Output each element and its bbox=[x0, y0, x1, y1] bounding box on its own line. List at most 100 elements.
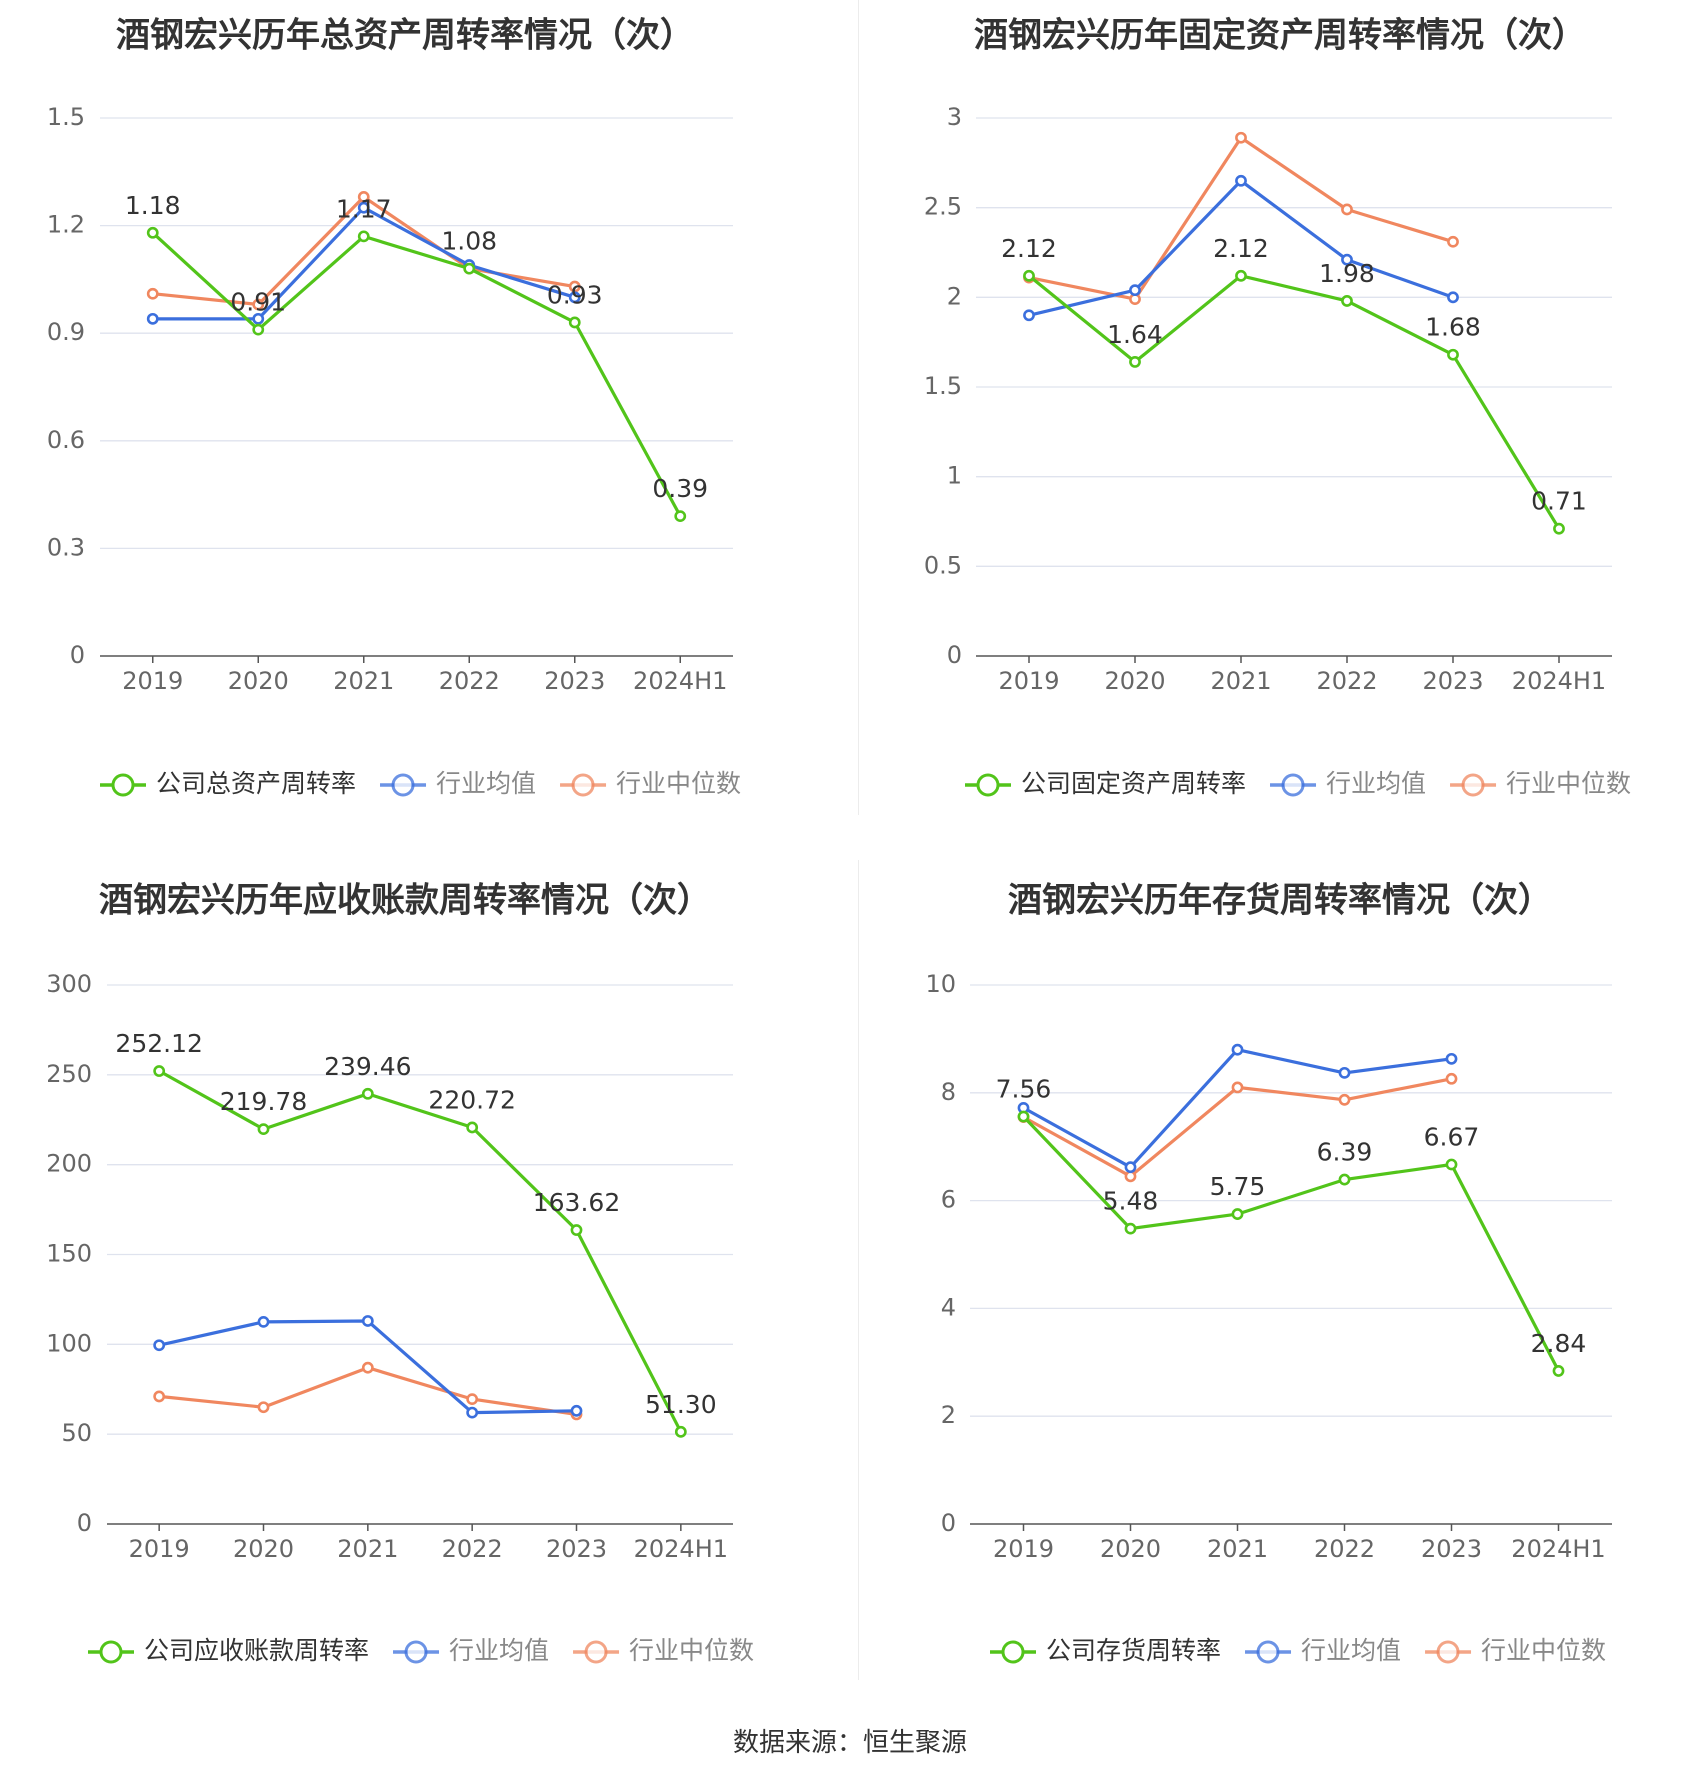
column-divider-bottom bbox=[858, 860, 859, 1680]
legend-item-company[interactable]: 公司总资产周转率 bbox=[100, 769, 356, 798]
legend-label: 行业中位数 bbox=[616, 769, 741, 798]
y-tick-label: 300 bbox=[46, 970, 92, 998]
legend-marker bbox=[391, 773, 415, 797]
y-tick-label: 1.5 bbox=[924, 372, 962, 400]
y-tick-label: 100 bbox=[46, 1329, 92, 1357]
data-label: 51.30 bbox=[645, 1390, 717, 1419]
legend-label: 行业中位数 bbox=[629, 1636, 754, 1665]
data-point-company bbox=[1017, 1110, 1030, 1123]
data-label: 163.62 bbox=[533, 1188, 620, 1217]
legend-marker bbox=[1281, 773, 1305, 797]
legend-label: 行业均值 bbox=[1301, 1636, 1401, 1665]
y-tick-label: 3 bbox=[947, 103, 962, 131]
y-tick-label: 0 bbox=[77, 1509, 92, 1537]
data-point-company bbox=[1552, 1365, 1565, 1377]
legend-item-avg[interactable]: 行业均值 bbox=[1245, 1636, 1401, 1665]
x-tick-label: 2022 bbox=[1316, 667, 1377, 695]
data-label: 1.98 bbox=[1319, 259, 1375, 288]
legend-marker bbox=[111, 773, 135, 797]
data-point-avg bbox=[1447, 291, 1459, 304]
data-point-company bbox=[1231, 1208, 1244, 1220]
x-tick-label: 2022 bbox=[439, 667, 500, 695]
data-label: 5.48 bbox=[1103, 1187, 1159, 1216]
y-tick-label: 4 bbox=[941, 1293, 956, 1321]
y-tick-label: 6 bbox=[941, 1186, 956, 1214]
data-point-company bbox=[674, 510, 687, 523]
legend-marker bbox=[571, 773, 595, 797]
data-point-company bbox=[1124, 1222, 1137, 1235]
data-point-median bbox=[1338, 1093, 1351, 1106]
chart-3: 酒钢宏兴历年应收账款周转率情况（次） 0 50 100 150 200 250 300 2019… bbox=[46, 881, 754, 1666]
data-point-company bbox=[1338, 1173, 1351, 1186]
data-point-avg bbox=[466, 1406, 479, 1419]
x-tick-label: 2021 bbox=[1210, 667, 1271, 695]
data-point-avg bbox=[1445, 1052, 1458, 1065]
data-point-company bbox=[1023, 269, 1035, 282]
legend-item-median[interactable]: 行业中位数 bbox=[573, 1636, 754, 1665]
data-point-company bbox=[1235, 269, 1247, 282]
legend-item-median[interactable]: 行业中位数 bbox=[1450, 769, 1631, 798]
legend-item-avg[interactable]: 行业均值 bbox=[393, 1636, 549, 1665]
legend-item-median[interactable]: 行业中位数 bbox=[1425, 1636, 1606, 1665]
chart-title: 酒钢宏兴历年总资产周转率情况（次） bbox=[116, 16, 694, 56]
data-point-company bbox=[1445, 1158, 1458, 1171]
data-point-median bbox=[252, 298, 265, 311]
data-label: 0.39 bbox=[652, 474, 708, 503]
data-point-company bbox=[570, 1224, 583, 1236]
x-tick-label: 2024H1 bbox=[633, 667, 727, 695]
data-point-avg bbox=[1231, 1043, 1244, 1056]
legend-item-company[interactable]: 公司存货周转率 bbox=[990, 1636, 1221, 1665]
x-tick-label: 2023 bbox=[1421, 1535, 1482, 1563]
data-point-avg bbox=[153, 1339, 166, 1352]
y-tick-label: 2.5 bbox=[924, 193, 962, 221]
legend-item-company[interactable]: 公司固定资产周转率 bbox=[965, 769, 1246, 798]
legend-item-avg[interactable]: 行业均值 bbox=[380, 769, 536, 798]
x-tick-label: 2019 bbox=[129, 1535, 190, 1563]
legend-label: 公司存货周转率 bbox=[1046, 1636, 1221, 1665]
legend-item-company[interactable]: 公司应收账款周转率 bbox=[88, 1636, 369, 1665]
data-point-median bbox=[1447, 235, 1459, 248]
data-label: 6.67 bbox=[1424, 1122, 1480, 1151]
legend-label: 行业中位数 bbox=[1481, 1636, 1606, 1665]
data-point-company bbox=[1341, 295, 1353, 307]
data-point-avg bbox=[1235, 174, 1247, 187]
legend-label: 公司应收账款周转率 bbox=[144, 1636, 369, 1665]
data-point-avg bbox=[1129, 284, 1141, 297]
chart-2: 酒钢宏兴历年固定资产周转率情况（次） 0 0.5 1 1.5 2 2.5 3 2019 2020 2… bbox=[924, 16, 1631, 799]
data-label: 7.56 bbox=[996, 1075, 1052, 1104]
x-tick-label: 2024H1 bbox=[1511, 1535, 1605, 1563]
y-tick-label: 0 bbox=[941, 1509, 956, 1537]
chart-title: 酒钢宏兴历年固定资产周转率情况（次） bbox=[974, 16, 1586, 56]
data-point-avg bbox=[1023, 309, 1035, 322]
series-line-median bbox=[159, 1366, 577, 1416]
y-tick-label: 8 bbox=[941, 1078, 956, 1106]
data-label: 252.12 bbox=[115, 1029, 202, 1058]
data-point-company bbox=[1447, 348, 1459, 361]
data-point-company bbox=[257, 1123, 270, 1136]
series-line-company bbox=[151, 231, 682, 517]
data-label: 1.08 bbox=[441, 227, 497, 256]
data-label: 1.64 bbox=[1107, 320, 1163, 349]
legend-item-avg[interactable]: 行业均值 bbox=[1270, 769, 1426, 798]
column-divider-top bbox=[858, 0, 859, 815]
legend-marker bbox=[1461, 773, 1485, 797]
y-tick-label: 0.3 bbox=[47, 533, 85, 561]
data-label: 1.18 bbox=[125, 191, 181, 220]
x-tick-label: 2020 bbox=[233, 1535, 294, 1563]
data-point-median bbox=[1341, 203, 1353, 216]
legend-label: 行业中位数 bbox=[1506, 769, 1631, 798]
data-point-avg bbox=[568, 291, 581, 304]
y-tick-label: 0.9 bbox=[47, 318, 85, 346]
data-point-median bbox=[1445, 1072, 1458, 1085]
data-label: 2.12 bbox=[1001, 234, 1057, 263]
data-point-median bbox=[146, 287, 159, 300]
legend-marker bbox=[1436, 1640, 1460, 1664]
data-point-median bbox=[466, 1393, 479, 1406]
y-tick-label: 2 bbox=[947, 282, 962, 310]
legend-item-median[interactable]: 行业中位数 bbox=[560, 769, 741, 798]
data-point-avg bbox=[257, 1315, 270, 1328]
x-tick-label: 2023 bbox=[544, 667, 605, 695]
data-point-avg bbox=[361, 1315, 374, 1327]
legend-marker bbox=[1001, 1640, 1025, 1664]
series-line-company bbox=[1027, 274, 1561, 530]
